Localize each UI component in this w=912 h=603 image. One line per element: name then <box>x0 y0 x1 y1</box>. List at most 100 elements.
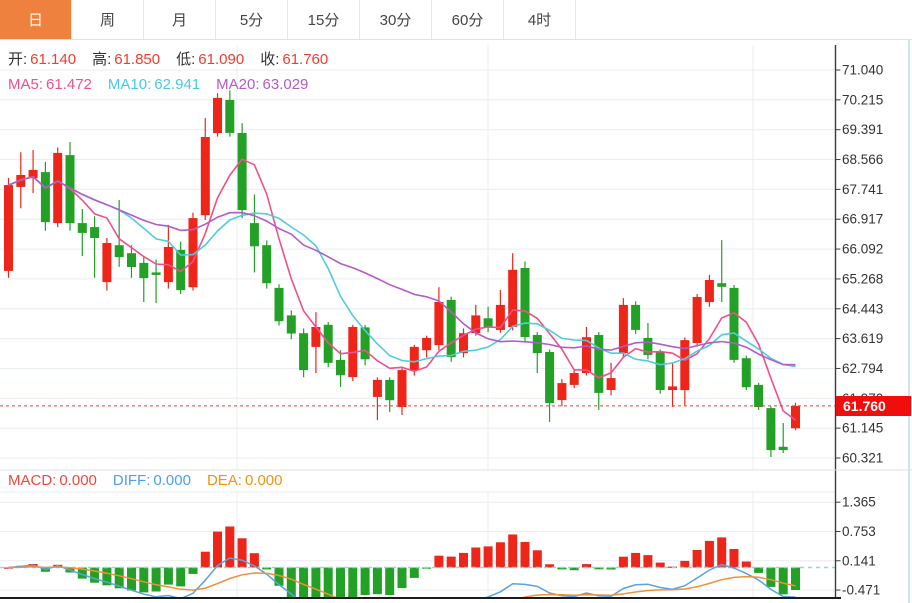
macd-readout: MACD: 0.000 DIFF: 0.000 DEA: 0.000 <box>8 472 299 489</box>
macd-label: MACD: <box>8 472 57 489</box>
tab-month[interactable]: 月 <box>144 0 216 39</box>
macd-bar <box>606 567 616 570</box>
candle <box>434 302 444 346</box>
macd-bar <box>385 567 395 595</box>
macd-bar <box>631 552 641 568</box>
candle <box>262 245 272 284</box>
candles <box>4 90 800 457</box>
ma20-line <box>8 175 796 366</box>
candle <box>127 253 136 267</box>
candle <box>237 133 247 211</box>
candle <box>483 318 493 327</box>
macd-bar <box>520 542 530 568</box>
candle <box>471 315 481 334</box>
macd-bar <box>618 556 628 568</box>
price-axis-label: 70.215 <box>842 92 883 107</box>
price-axis-label: 67.741 <box>842 182 883 197</box>
macd-bar <box>163 567 173 585</box>
macd-bar <box>114 567 124 589</box>
macd-value: 0.000 <box>59 472 97 489</box>
price-axis-label: 62.794 <box>842 361 884 376</box>
macd-axis-label: -0.471 <box>842 583 880 598</box>
macd-bar <box>409 567 419 578</box>
dea-value: 0.000 <box>244 472 283 489</box>
candle <box>557 383 567 401</box>
ma3-label: MA20: <box>216 76 260 93</box>
interval-tabs: 日周月 5分 15分 30分 60分 4时 <box>0 0 912 40</box>
macd-bar <box>594 567 604 570</box>
candle <box>532 335 542 354</box>
ma2-label: MA10: <box>107 76 152 93</box>
candle <box>299 333 309 371</box>
macd-panel <box>0 526 835 597</box>
macd-bar <box>262 567 272 570</box>
macd-bar <box>360 567 370 595</box>
candle <box>569 373 579 385</box>
candle <box>446 299 456 358</box>
candle <box>274 287 284 322</box>
macd-bar <box>348 567 358 597</box>
candle <box>459 333 468 354</box>
macd-bar <box>77 567 87 579</box>
candle <box>360 327 370 360</box>
candle <box>508 269 518 327</box>
ma1-label: MA5: <box>8 76 44 93</box>
macd-axis-label: 1.365 <box>842 495 876 510</box>
candle <box>102 243 112 283</box>
ma3-value: 63.029 <box>262 76 309 93</box>
macd-bar <box>102 567 112 586</box>
candle <box>286 315 296 334</box>
ohlc-high-value: 61.850 <box>114 51 161 68</box>
macd-bar <box>237 538 247 568</box>
candle <box>409 346 419 371</box>
macd-bar <box>741 561 751 568</box>
ohlc-close-value: 61.760 <box>282 51 329 68</box>
price-axis-label: 69.391 <box>842 122 883 137</box>
candle <box>606 378 616 390</box>
candle <box>495 304 505 330</box>
candle <box>114 245 124 258</box>
price-axis-label: 68.566 <box>842 152 883 167</box>
macd-bar <box>176 567 186 587</box>
tab-15min[interactable]: 15分 <box>288 0 360 39</box>
macd-bar <box>311 567 321 597</box>
candle <box>643 337 653 355</box>
macd-bar <box>532 550 542 568</box>
tab-4hour[interactable]: 4时 <box>504 0 576 39</box>
candle <box>655 352 665 390</box>
price-axis-label: 66.917 <box>842 212 883 227</box>
candle <box>766 408 776 451</box>
tab-30min[interactable]: 30分 <box>360 0 432 39</box>
tab-5min[interactable]: 5分 <box>216 0 288 39</box>
tab-week[interactable]: 周 <box>72 0 144 39</box>
tab-day[interactable]: 日 <box>0 0 72 39</box>
candle <box>692 297 702 343</box>
candle <box>16 175 26 187</box>
price-axis-label: 71.040 <box>842 63 883 78</box>
candle <box>520 268 530 338</box>
ohlc-open-label: 开: <box>8 51 28 68</box>
macd-bar <box>643 555 653 568</box>
ohlc-high-label: 高: <box>92 51 112 68</box>
diff-line <box>8 557 796 597</box>
macd-bar <box>754 567 764 573</box>
candle <box>422 337 432 351</box>
macd-bar <box>446 556 456 568</box>
macd-bar <box>286 567 296 597</box>
macd-bar <box>557 567 567 570</box>
candle <box>545 352 555 403</box>
candle <box>249 223 259 247</box>
candle <box>336 360 345 376</box>
ohlc-close-label: 收: <box>260 51 280 68</box>
tab-60min[interactable]: 60分 <box>432 0 504 39</box>
candle <box>40 172 50 223</box>
macd-axis-label: 0.753 <box>842 524 876 539</box>
macd-bar <box>729 549 739 568</box>
macd-bar <box>778 567 788 595</box>
price-axis-label: 63.619 <box>842 331 883 346</box>
candle <box>778 446 788 451</box>
candle <box>754 384 764 407</box>
